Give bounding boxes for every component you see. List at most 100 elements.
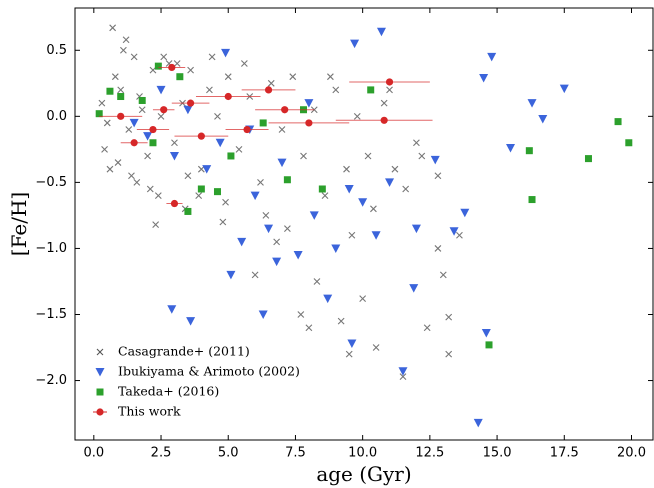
- point-marker: [305, 119, 313, 127]
- x-stroke: [337, 317, 345, 325]
- x-marker: [337, 317, 345, 325]
- x-marker: [348, 231, 356, 239]
- x-marker: [187, 66, 194, 74]
- x-stroke: [313, 278, 321, 285]
- x-stroke: [235, 145, 243, 153]
- x-stroke: [120, 46, 127, 54]
- legend: Casagrande+ (2011) Ibukiyama & Arimoto (2…: [93, 344, 300, 419]
- x-stroke: [262, 212, 270, 219]
- x-stroke: [345, 350, 353, 358]
- point-marker: [130, 139, 138, 147]
- x-stroke: [372, 344, 380, 351]
- square-marker: [525, 147, 533, 155]
- x-stroke: [98, 99, 106, 107]
- x-marker: [370, 205, 377, 213]
- triangle-marker: [169, 151, 179, 161]
- series: [99, 63, 433, 208]
- point-marker: [170, 199, 179, 208]
- triangle-marker: [237, 237, 247, 247]
- triangle-marker: [221, 48, 231, 58]
- x-marker: [125, 126, 133, 133]
- x-stroke: [364, 152, 372, 160]
- x-marker: [240, 60, 248, 67]
- x-stroke: [267, 79, 275, 87]
- x-marker: [171, 139, 178, 147]
- x-marker: [219, 218, 227, 226]
- point-marker: [149, 125, 157, 134]
- y-tick-label: −2.0: [35, 373, 67, 388]
- x-marker: [224, 73, 232, 81]
- triangle-marker: [186, 317, 196, 326]
- x-stroke: [101, 145, 108, 153]
- triangle-marker: [156, 85, 166, 95]
- square-marker: [117, 93, 125, 101]
- x-stroke: [434, 245, 442, 252]
- x-stroke: [224, 73, 232, 81]
- triangle-marker: [226, 270, 236, 280]
- x-tick-label: 20.0: [617, 446, 646, 461]
- x-marker: [208, 53, 216, 61]
- x-stroke: [165, 60, 173, 67]
- x-stroke: [380, 99, 388, 107]
- triangle-marker: [250, 191, 260, 201]
- x-marker: [456, 231, 463, 239]
- x-stroke: [219, 218, 227, 226]
- x-stroke: [130, 53, 138, 61]
- x-stroke: [386, 86, 393, 94]
- x-stroke: [146, 185, 154, 193]
- triangle-marker: [398, 367, 408, 376]
- x-stroke: [297, 311, 305, 318]
- triangle-marker: [385, 178, 395, 187]
- x-marker: [146, 185, 154, 193]
- x-marker: [267, 79, 275, 87]
- x-marker: [195, 192, 203, 199]
- series: [129, 27, 569, 428]
- x-stroke: [305, 324, 313, 332]
- triangle-marker: [183, 105, 193, 115]
- x-marker: [154, 192, 162, 199]
- x-tick-label: 2.5: [151, 446, 172, 461]
- x-stroke: [353, 112, 361, 120]
- square-marker: [318, 185, 326, 193]
- legend-marker: [96, 388, 104, 396]
- x-marker: [130, 53, 138, 61]
- x-marker: [152, 221, 160, 229]
- x-stroke: [321, 192, 329, 199]
- x-marker: [418, 152, 426, 160]
- x-stroke: [402, 185, 410, 193]
- x-tick-label: 12.5: [415, 446, 444, 461]
- x-marker: [262, 212, 270, 219]
- y-tick-label: 0.5: [46, 43, 67, 58]
- triangle-marker: [411, 224, 421, 234]
- x-stroke: [96, 348, 104, 356]
- legend-marker: [96, 408, 104, 416]
- square-marker: [625, 139, 633, 147]
- square-marker: [283, 176, 291, 184]
- x-marker: [138, 106, 146, 114]
- triangle-marker: [487, 52, 497, 62]
- square-marker: [154, 62, 162, 70]
- legend-label: Casagrande+ (2011): [118, 344, 250, 359]
- x-stroke: [214, 112, 221, 120]
- x-stroke: [187, 66, 194, 74]
- x-stroke: [136, 93, 143, 100]
- triangle-marker: [331, 244, 341, 253]
- x-marker: [144, 152, 151, 160]
- x-stroke: [257, 178, 264, 186]
- x-stroke: [423, 324, 431, 332]
- triangle-marker: [376, 27, 386, 37]
- triangle-marker: [323, 294, 333, 304]
- x-marker: [364, 152, 372, 160]
- x-marker: [300, 152, 307, 160]
- x-marker: [206, 86, 213, 94]
- square-marker: [367, 86, 375, 94]
- legend-marker: [95, 368, 105, 377]
- x-tick-label: 5.0: [218, 446, 239, 461]
- x-marker: [235, 145, 243, 153]
- x-stroke: [109, 24, 117, 32]
- x-stroke: [370, 205, 377, 213]
- square-marker: [106, 87, 114, 95]
- x-marker: [184, 172, 192, 180]
- square-marker: [584, 155, 592, 163]
- x-marker: [278, 126, 286, 133]
